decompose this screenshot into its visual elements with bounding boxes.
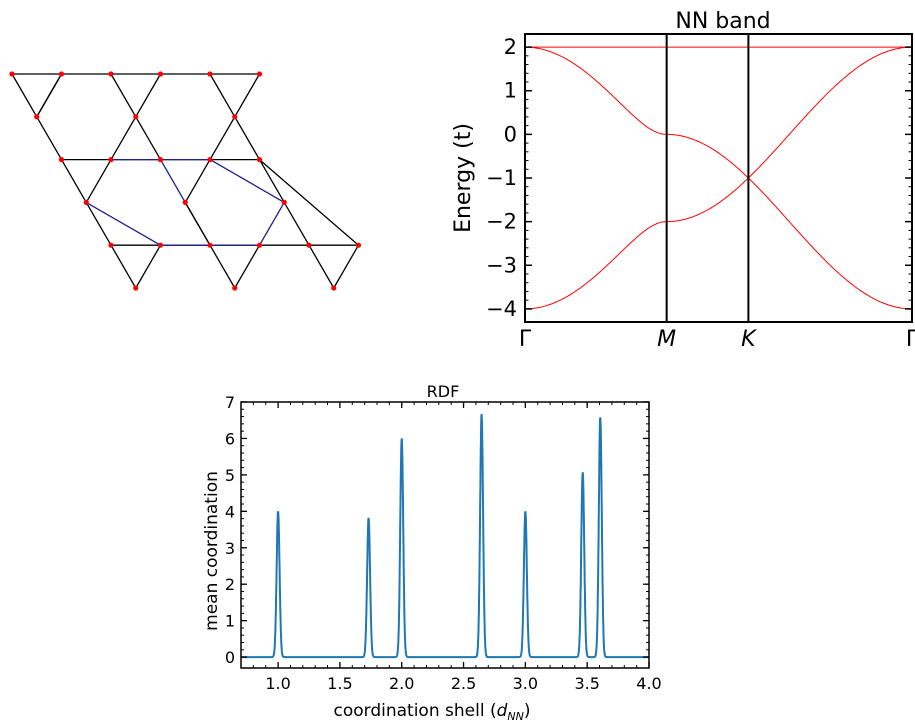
lattice-site [157, 157, 164, 163]
lattice-site [207, 71, 213, 77]
lattice-bond [184, 159, 211, 203]
rdf-y-tick-label: 2 [225, 575, 235, 594]
lattice-bond [234, 73, 261, 118]
band-y-tick-label: −2 [486, 210, 517, 234]
rdf-y-tick-label: 5 [225, 466, 235, 485]
lattice-site [83, 199, 89, 205]
band-series-line [525, 177, 912, 310]
rdf-chart-title: RDF [427, 382, 460, 401]
lattice-bond [85, 159, 112, 203]
rdf-x-tick-label: 2.0 [389, 674, 414, 693]
lattice-site [232, 114, 238, 120]
lattice-bond [85, 202, 112, 246]
lattice-bond [110, 116, 137, 160]
rdf-x-tick-label: 1.5 [327, 674, 352, 693]
lattice-site [256, 157, 263, 163]
lattice-bond [259, 159, 359, 246]
rdf-y-tick-label: 3 [225, 539, 235, 558]
lattice-bond-highlight [85, 201, 161, 246]
band-y-tick-label: 0 [504, 122, 517, 146]
lattice-site [58, 71, 65, 77]
band-y-tick-label: −4 [486, 297, 517, 321]
kpoint-label: Γ [906, 327, 915, 352]
lattice-site [232, 285, 238, 291]
lattice-bond [110, 73, 137, 118]
lattice-site [34, 114, 40, 120]
rdf-series-line [241, 413, 649, 659]
lattice-site [108, 242, 114, 248]
lattice-bond [209, 73, 236, 118]
rdf-x-tick-label: 3.5 [574, 674, 599, 693]
lattice-site [281, 199, 287, 205]
lattice-site [207, 242, 213, 248]
rdf-y-axis-label: mean coordination [202, 471, 222, 631]
rdf-y-tick-label: 1 [225, 612, 235, 631]
lattice-bond [333, 244, 360, 289]
lattice-site [157, 242, 164, 248]
lattice-site [133, 114, 139, 120]
band-chart-title: NN band [675, 9, 770, 34]
lattice-bond-highlight [209, 159, 285, 203]
rdf-plot-frame [240, 401, 650, 669]
band-y-tick-label: −1 [486, 166, 517, 190]
lattice-bond [234, 116, 261, 160]
lattice-site [182, 199, 188, 205]
lattice-bond [283, 202, 310, 246]
lattice-bond [135, 73, 162, 118]
lattice-site [58, 157, 65, 163]
lattice-bond [11, 73, 38, 118]
lattice-bond [209, 116, 236, 160]
lattice-bond [36, 73, 63, 118]
rdf-x-tick-label: 2.5 [451, 674, 476, 693]
lattice-bond [184, 202, 211, 246]
lattice-site [207, 157, 213, 163]
lattice-site [133, 285, 139, 291]
rdf-x-axis-label: coordination shell (dNN) [334, 701, 531, 723]
lattice-site [256, 242, 263, 248]
band-y-tick-label: 1 [504, 79, 517, 103]
band-y-tick-label: −3 [486, 253, 517, 277]
band-y-axis-label: Energy (t) [451, 123, 476, 233]
rdf-y-tick-label: 7 [225, 393, 235, 412]
kpoint-label: Γ [519, 327, 532, 352]
kagome-lattice-diagram [9, 71, 362, 291]
lattice-bond [135, 116, 162, 160]
lattice-site [306, 242, 312, 248]
rdf-y-tick-label: 4 [225, 502, 235, 521]
band-structure-chart: NN band Energy (t) 210−1−2−3−4Γ M K Γ [451, 9, 915, 352]
lattice-site [256, 71, 263, 77]
lattice-bond [110, 244, 137, 289]
rdf-chart: RDF mean coordination coordination shell… [202, 382, 662, 723]
lattice-site [355, 242, 362, 248]
lattice-site [157, 71, 164, 77]
kpoint-label: K [741, 327, 757, 352]
lattice-site [108, 71, 114, 77]
lattice-bond [258, 159, 285, 203]
rdf-y-tick-label: 6 [225, 429, 235, 448]
lattice-bond-highlight [159, 159, 186, 203]
band-plot-frame [524, 33, 913, 323]
rdf-y-tick-label: 0 [225, 648, 235, 667]
band-y-tick-label: 2 [504, 35, 517, 59]
band-series-line [525, 46, 912, 179]
lattice-bond [36, 116, 63, 160]
lattice-site [331, 285, 337, 291]
lattice-bond [60, 159, 87, 203]
lattice-bond [135, 244, 162, 289]
lattice-bond [308, 244, 335, 289]
lattice-site [9, 71, 15, 77]
lattice-site [108, 157, 114, 163]
rdf-x-tick-label: 3.0 [513, 674, 538, 693]
lattice-bond [234, 244, 261, 289]
rdf-x-tick-label: 1.0 [265, 674, 290, 693]
lattice-bond-highlight [258, 202, 285, 246]
kpoint-label: M [657, 327, 676, 352]
lattice-bond [209, 244, 236, 289]
rdf-x-tick-label: 4.0 [636, 674, 661, 693]
